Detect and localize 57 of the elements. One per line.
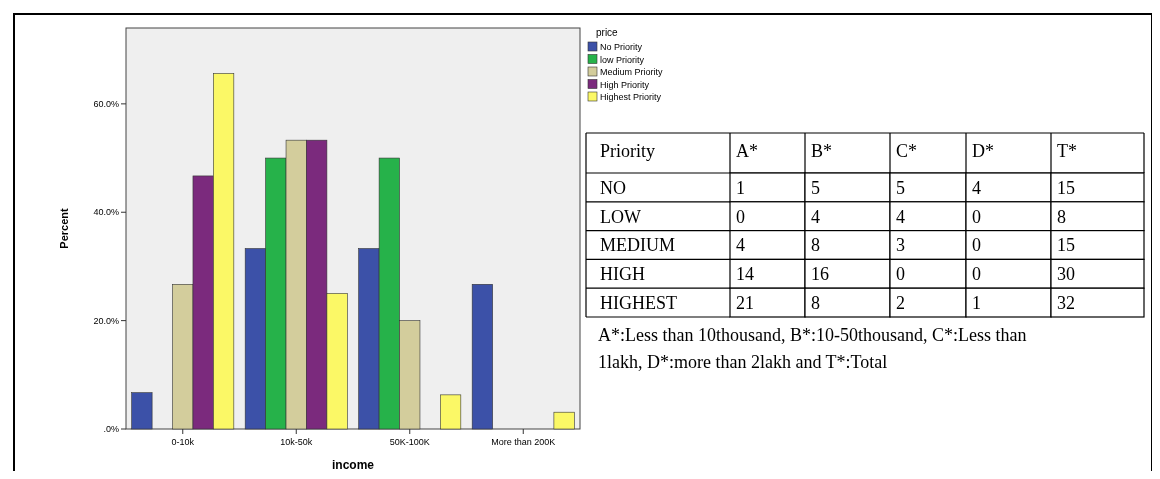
- data-label: 2: [896, 292, 905, 313]
- data-label: 1: [972, 292, 981, 313]
- legend-label: High Priority: [600, 79, 650, 90]
- bar: [440, 394, 462, 430]
- legend-label: Medium Priority: [600, 67, 664, 77]
- legend-label: low Priority: [600, 54, 645, 65]
- x-tick-label: 10k-50k: [280, 437, 313, 447]
- data-label: 0: [972, 235, 981, 256]
- data-label: 30: [1057, 264, 1075, 285]
- bar: [471, 284, 493, 430]
- y-tick-label: 20.0%: [93, 315, 119, 326]
- legend-title: price: [596, 27, 619, 38]
- data-label: 1: [736, 177, 745, 198]
- x-tick-label: C*: [896, 141, 918, 162]
- legend-label: No Priority: [600, 42, 643, 52]
- data-label: 3: [896, 235, 905, 256]
- bar: [553, 411, 575, 430]
- data-label: 14: [736, 264, 754, 285]
- x-tick-label: 0-10k: [171, 437, 195, 447]
- bar: [131, 392, 153, 430]
- y-tick-label: LOW: [600, 206, 641, 227]
- data-label: 0: [972, 264, 981, 285]
- x-tick-label: 50K-100K: [389, 437, 430, 447]
- data-label: 0: [736, 206, 745, 227]
- x-tick-label: More than 200K: [491, 437, 556, 447]
- x-tick-label: B*: [811, 141, 833, 162]
- y-tick-label: HIGH: [600, 264, 645, 285]
- y-tick-label: 60.0%: [93, 99, 119, 110]
- data-label: 5: [811, 177, 820, 198]
- data-label: 21: [736, 292, 754, 313]
- data-label: 32: [1057, 292, 1075, 313]
- data-label: 4: [811, 206, 820, 227]
- y-tick-label: NO: [600, 177, 626, 198]
- x-axis-title: income: [331, 458, 375, 472]
- data-label: 16: [811, 264, 829, 285]
- data-label: 4: [896, 206, 905, 227]
- x-tick-label: A*: [736, 141, 758, 162]
- data-label: 0: [972, 206, 981, 227]
- text: A*:Less than 10thousand, B*:10-50thousand, C*:Less than 1lakh, D*:more than 2lakh and T*:Total: [598, 325, 1027, 372]
- data-label: 8: [1057, 206, 1066, 227]
- y-tick-label: HIGHEST: [600, 292, 677, 313]
- data-label: 5: [896, 177, 905, 198]
- data-label: 0: [896, 264, 905, 285]
- y-axis-title: Percent: [58, 207, 70, 249]
- x-tick-label: D*: [972, 141, 994, 162]
- y-tick-label: 40.0%: [93, 207, 119, 218]
- data-label: 4: [736, 235, 745, 256]
- legend-label: Highest Priority: [600, 92, 662, 102]
- y-tick-label: .0%: [103, 424, 119, 435]
- data-label: 15: [1057, 235, 1075, 256]
- data-label: 8: [811, 235, 820, 256]
- data-label: 15: [1057, 177, 1075, 198]
- data-label: 4: [972, 177, 981, 198]
- y-axis-title: Priority: [600, 141, 656, 162]
- data-label: 8: [811, 292, 820, 313]
- x-tick-label: T*: [1057, 141, 1077, 162]
- y-tick-label: MEDIUM: [600, 235, 675, 256]
